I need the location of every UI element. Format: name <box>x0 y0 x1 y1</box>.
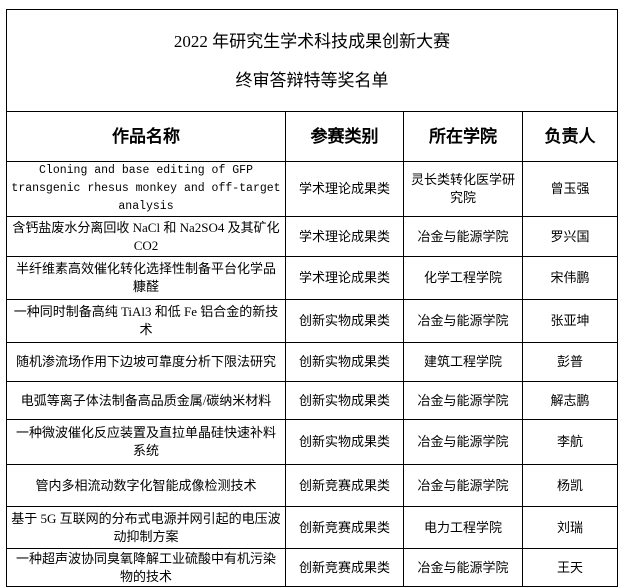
table-row: 含钙盐废水分离回收 NaCl 和 Na2SO4 及其矿化 CO2 学术理论成果类冶… <box>6 216 618 257</box>
title-line-1: 2022 年研究生学术科技成果创新大赛 <box>173 31 451 51</box>
category-cell: 创新实物成果类 <box>285 342 404 382</box>
header-row: 作品名称 参赛类别 所在学院 负责人 <box>6 111 618 162</box>
category-cell: 学术理论成果类 <box>285 256 404 300</box>
work-name-cell: 随机渗流场作用下边坡可靠度分析下限法研究 <box>6 342 286 382</box>
table-row: 电弧等离子体法制备高品质金属/碳纳米材料 创新实物成果类 冶金与能源学院 解志鹏 <box>6 381 618 420</box>
column-header-category: 参赛类别 <box>285 111 404 162</box>
leader-cell: 罗兴国 <box>522 216 618 257</box>
category-cell: 学术理论成果类 <box>285 161 404 217</box>
work-name-cell: 半纤维素高效催化转化选择性制备平台化学品糠醛 <box>6 256 286 300</box>
work-name-cell: 含钙盐废水分离回收 NaCl 和 Na2SO4 及其矿化 CO2 <box>6 216 286 257</box>
leader-cell: 杨凯 <box>522 464 618 507</box>
title-line-2: 终审答辩特等奖名单 <box>235 70 389 90</box>
table-row: 基于 5G 互联网的分布式电源并网引起的电压波动抑制方案 创新竞赛成果类 电力工程学… <box>6 506 618 549</box>
column-header-leader: 负责人 <box>522 111 618 162</box>
college-cell: 冶金与能源学院 <box>403 299 523 343</box>
column-header-work: 作品名称 <box>6 111 286 162</box>
work-name-cell: Cloning and base editing of GFP transgen… <box>6 161 286 217</box>
table-row: 一种超声波协同臭氧降解工业硫酸中有机污染物的技术 创新竞赛成果类 冶金与能源学院 王天 <box>6 548 618 587</box>
college-cell: 冶金与能源学院 <box>403 216 523 257</box>
table-row: 一种同时制备高纯 TiAl3 和低 Fe 铝合金的新技术 创新实物成果类 冶金与能源… <box>6 299 618 343</box>
leader-cell: 王天 <box>522 548 618 587</box>
leader-cell: 刘瑞 <box>522 506 618 549</box>
work-name-cell: 一种同时制备高纯 TiAl3 和低 Fe 铝合金的新技术 <box>6 299 286 343</box>
category-cell: 创新实物成果类 <box>285 419 404 465</box>
work-name-cell: 电弧等离子体法制备高品质金属/碳纳米材料 <box>6 381 286 420</box>
table-row: 一种微波催化反应装置及直拉单晶硅快速补料系统 创新实物成果类 冶金与能源学院 李航 <box>6 419 618 465</box>
leader-cell: 解志鹏 <box>522 381 618 420</box>
college-cell: 冶金与能源学院 <box>403 548 523 587</box>
title-row: 2022 年研究生学术科技成果创新大赛 终审答辩特等奖名单 <box>6 9 618 112</box>
leader-cell: 曾玉强 <box>522 161 618 217</box>
work-name-cell: 一种微波催化反应装置及直拉单晶硅快速补料系统 <box>6 419 286 465</box>
work-name-cell: 管内多相流动数字化智能成像检测技术 <box>6 464 286 507</box>
work-name-cell: 基于 5G 互联网的分布式电源并网引起的电压波动抑制方案 <box>6 506 286 549</box>
table-row: Cloning and base editing of GFP transgen… <box>6 161 618 217</box>
category-cell: 创新竞赛成果类 <box>285 506 404 549</box>
table-row: 管内多相流动数字化智能成像检测技术 创新竞赛成果类 冶金与能源学院 杨凯 <box>6 464 618 507</box>
leader-cell: 彭普 <box>522 342 618 382</box>
college-cell: 灵长类转化医学研究院 <box>403 161 523 217</box>
college-cell: 冶金与能源学院 <box>403 464 523 507</box>
leader-cell: 宋伟鹏 <box>522 256 618 300</box>
category-cell: 创新竞赛成果类 <box>285 548 404 587</box>
award-table: 2022 年研究生学术科技成果创新大赛 终审答辩特等奖名单 作品名称 参赛类别 … <box>6 9 618 587</box>
table-row: 半纤维素高效催化转化选择性制备平台化学品糠醛 学术理论成果类 化学工程学院 宋伟鹏 <box>6 256 618 300</box>
table-title: 2022 年研究生学术科技成果创新大赛 终审答辩特等奖名单 <box>6 9 618 112</box>
work-name-cell: 一种超声波协同臭氧降解工业硫酸中有机污染物的技术 <box>6 548 286 587</box>
leader-cell: 李航 <box>522 419 618 465</box>
college-cell: 建筑工程学院 <box>403 342 523 382</box>
category-cell: 创新竞赛成果类 <box>285 464 404 507</box>
category-cell: 创新实物成果类 <box>285 381 404 420</box>
table-row: 随机渗流场作用下边坡可靠度分析下限法研究 创新实物成果类 建筑工程学院 彭普 <box>6 342 618 382</box>
college-cell: 化学工程学院 <box>403 256 523 300</box>
column-header-college: 所在学院 <box>403 111 523 162</box>
college-cell: 电力工程学院 <box>403 506 523 549</box>
category-cell: 学术理论成果类 <box>285 216 404 257</box>
category-cell: 创新实物成果类 <box>285 299 404 343</box>
college-cell: 冶金与能源学院 <box>403 419 523 465</box>
leader-cell: 张亚坤 <box>522 299 618 343</box>
college-cell: 冶金与能源学院 <box>403 381 523 420</box>
